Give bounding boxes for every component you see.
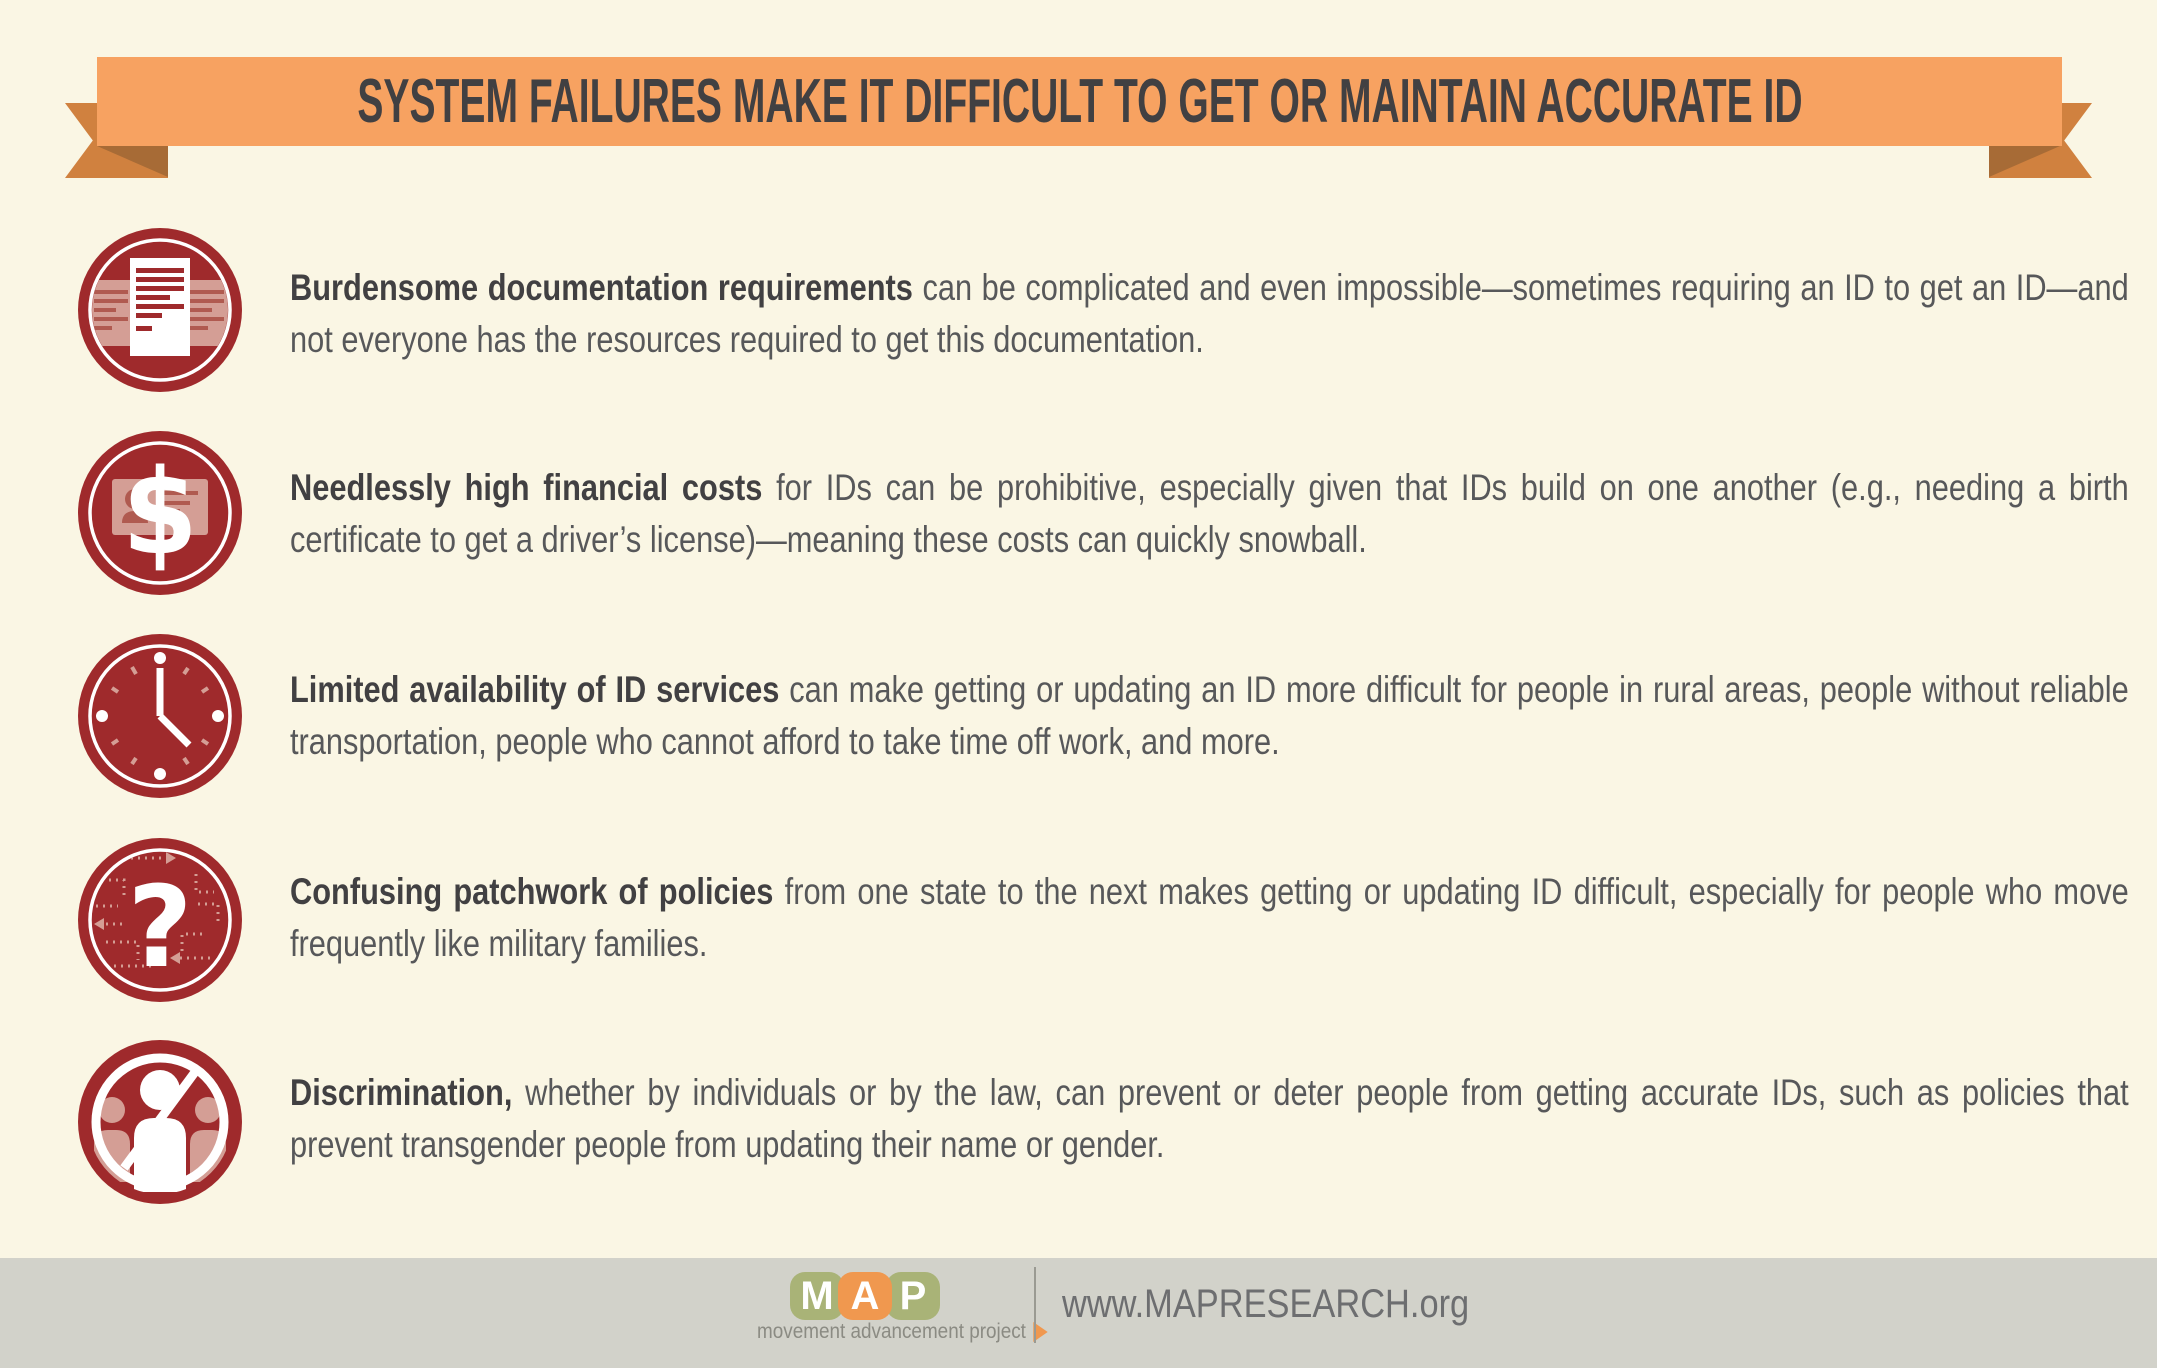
page-title: SYSTEM FAILURES MAKE IT DIFFICULT TO GET… (356, 67, 1803, 136)
item-lead: Confusing patchwork of policies (290, 871, 774, 912)
item-text: Needlessly high financial costs for IDs … (290, 462, 2129, 566)
clock-icon (78, 634, 242, 798)
footer: M A P movement advancement project www.M… (0, 1258, 2157, 1368)
map-logo: M A P (790, 1272, 946, 1320)
item-body: for IDs can be prohibitive, especially g… (290, 467, 2129, 560)
item-lead: Needlessly high financial costs (290, 467, 763, 508)
play-triangle-icon (1033, 1322, 1048, 1342)
item-lead: Burdensome documentation requirements (290, 267, 913, 308)
item-text: Limited availability of ID services can … (290, 664, 2129, 768)
no-discrimination-icon (78, 1040, 242, 1204)
list-item: Discrimination, whether by individuals o… (78, 1040, 2129, 1204)
list-item: ? Confusing patchwork of policies from o… (78, 838, 2129, 1002)
item-body: whether by individuals or by the law, ca… (290, 1072, 2129, 1165)
item-lead: Discrimination, (290, 1072, 513, 1113)
logo-letter-m: M (790, 1272, 844, 1320)
logo-letter: P (899, 1273, 927, 1318)
website-url[interactable]: www.MAPRESEARCH.org (1062, 1282, 1470, 1326)
item-lead: Limited availability of ID services (290, 669, 780, 710)
documents-icon (78, 228, 242, 392)
item-body: from one state to the next makes getting… (290, 871, 2129, 964)
dollar-id-card-icon: $ (78, 431, 242, 595)
item-text: Burdensome documentation requirements ca… (290, 262, 2129, 366)
list-item: Burdensome documentation requirements ca… (78, 228, 2129, 392)
footer-divider (1034, 1267, 1036, 1343)
list-item: Limited availability of ID services can … (78, 634, 2129, 798)
svg-text:?: ? (128, 863, 193, 993)
title-banner: SYSTEM FAILURES MAKE IT DIFFICULT TO GET… (97, 57, 2062, 146)
tagline-text: movement advancement project (757, 1320, 1026, 1343)
logo-letter-a: A (838, 1272, 892, 1320)
svg-text:$: $ (122, 444, 198, 581)
item-text: Confusing patchwork of policies from one… (290, 866, 2129, 970)
list-item: $ Needlessly high financial costs for ID… (78, 431, 2129, 595)
logo-letter: M (800, 1273, 834, 1318)
item-body: can be complicated and even impossible—s… (290, 267, 2129, 360)
logo-tagline: movement advancement project (757, 1320, 1048, 1344)
question-mark-maze-icon: ? (78, 838, 242, 1002)
item-body: can make getting or updating an ID more … (290, 669, 2129, 762)
item-text: Discrimination, whether by individuals o… (290, 1067, 2129, 1171)
logo-letter-p: P (886, 1272, 940, 1320)
logo-letter: A (850, 1273, 880, 1318)
